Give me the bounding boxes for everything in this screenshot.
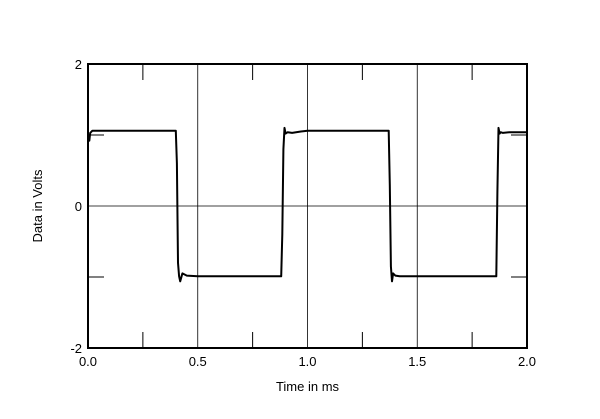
y-axis-title: Data in Volts (30, 169, 45, 242)
plot-series (87, 126, 527, 283)
y-tick-label: 0 (75, 199, 82, 214)
waveform-line (87, 126, 527, 283)
x-tick-label: 0.0 (79, 354, 97, 369)
plot-frame (87, 63, 528, 349)
x-tick-labels: 0.0 0.5 1.0 1.5 2.0 (79, 354, 536, 369)
x-tick-label: 1.0 (298, 354, 316, 369)
x-tick-label: 2.0 (518, 354, 536, 369)
y-tick-label: -2 (70, 341, 82, 356)
x-tick-label: 0.5 (189, 354, 207, 369)
minor-ticks (88, 64, 527, 348)
x-axis-title: Time in ms (276, 379, 340, 394)
grid-lines (88, 64, 527, 348)
x-tick-label: 1.5 (408, 354, 426, 369)
y-tick-label: 2 (75, 57, 82, 72)
y-tick-labels: 2 0 -2 (70, 57, 82, 356)
